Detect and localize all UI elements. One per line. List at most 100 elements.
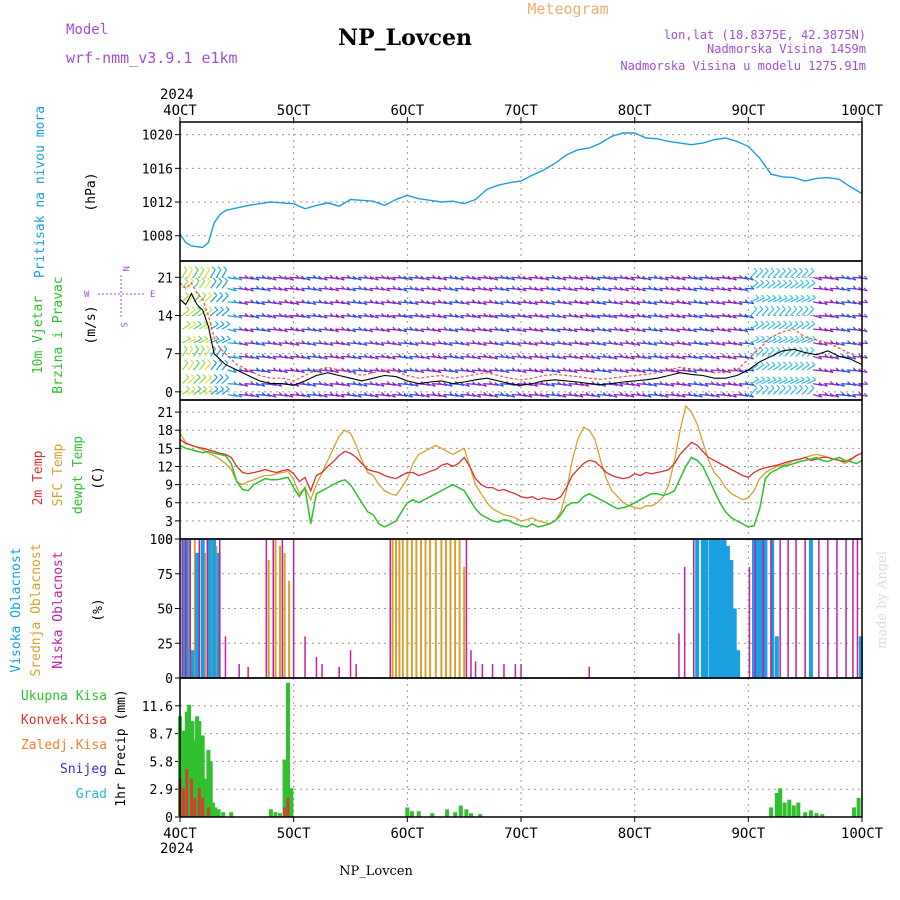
wind-barb (392, 328, 402, 332)
wind-barb (494, 328, 504, 332)
mid-cloud-bar (395, 539, 397, 678)
low-cloud-bar (272, 539, 274, 678)
low-cloud-bar (856, 539, 859, 678)
wind-barb (494, 301, 504, 306)
mid-cloud-bar (288, 580, 291, 678)
wind-barb (198, 323, 208, 330)
total-precip-bar (478, 814, 483, 817)
total-precip-bar (856, 797, 861, 817)
wind-barb (608, 276, 618, 281)
wind-barb (739, 393, 749, 397)
wind-barb (392, 383, 402, 387)
wind-barb (204, 269, 211, 278)
wind-barb (432, 276, 442, 280)
wind-barb (807, 338, 816, 344)
mid-cloud-bar (434, 539, 437, 678)
wind-speed-line (179, 292, 863, 386)
wind-barb (557, 393, 567, 398)
wind-barb (381, 287, 390, 292)
wind-ylabel-name2: Brzina i Pravac (51, 276, 66, 393)
wind-barb (755, 349, 764, 357)
wind-barb (198, 388, 207, 395)
wind-barb (841, 287, 851, 292)
wind-barb (642, 355, 652, 360)
wind-barb-flag (185, 374, 190, 378)
wind-barb (511, 328, 521, 332)
wind-barb-flag (219, 374, 224, 378)
wind-barb (284, 314, 294, 319)
wind-barb (847, 342, 857, 346)
wind-barb (494, 369, 504, 373)
wind-barb (301, 342, 311, 346)
wind-barb (375, 328, 385, 332)
wind-barb (181, 280, 189, 289)
wind-barb (489, 301, 499, 305)
footer-title: NP_Lovcen (339, 864, 413, 879)
wind-barb (818, 369, 828, 373)
wind-barb (693, 383, 703, 386)
wind-barb (682, 328, 692, 332)
wind-barb (284, 393, 294, 398)
mid-cloud-bar (267, 559, 270, 678)
wind-barb (790, 282, 799, 289)
wind-barb (585, 287, 595, 292)
wind-barb (772, 282, 782, 289)
wind-barb (665, 287, 675, 291)
wind-barb-flag (800, 376, 805, 381)
wind-barb (619, 328, 629, 333)
wind-barb-flag (195, 345, 199, 350)
wind-barb (193, 338, 203, 344)
wind-barb (642, 393, 652, 398)
wind-barb (761, 387, 769, 395)
wind-barb (568, 314, 578, 318)
wind-barb-flag (795, 294, 799, 299)
wind-barb-flag (214, 306, 219, 311)
wind-ylabel-unit: (m/s) (84, 305, 99, 344)
wind-barb (557, 301, 567, 305)
wind-barb (824, 314, 834, 318)
total-precip-bar (187, 704, 192, 817)
wind-barb (324, 301, 334, 306)
wind-barb (415, 328, 425, 333)
wind-barb (812, 383, 823, 386)
total-precip-bar (469, 813, 473, 817)
wind-barb-flag (186, 385, 190, 390)
wind-barb (807, 323, 816, 330)
meteogram-label: Meteogram (527, 0, 608, 18)
wind-barb (755, 270, 764, 278)
wind-barb-flag (196, 374, 201, 378)
wind-barb (489, 383, 499, 386)
total-precip-bar (208, 761, 213, 817)
wind-barb-flag (804, 267, 809, 272)
wind-barb (221, 280, 228, 289)
wind-barb (545, 342, 555, 346)
wind-barb (273, 328, 283, 332)
wind-barb (653, 287, 663, 292)
wind-barb (460, 287, 470, 291)
wind-barb (295, 393, 305, 397)
wind-barb-flag (759, 267, 764, 272)
wind-barb-flag (863, 369, 868, 374)
wind-barb (216, 338, 225, 344)
wind-barb-flag (195, 277, 200, 282)
wind-barb (198, 348, 205, 357)
wind-barb (307, 287, 317, 291)
wind-barb (557, 355, 567, 360)
wind-barb (358, 383, 368, 387)
wind-barb-flag (211, 266, 216, 270)
cloud-ylabel-unit: (%) (91, 598, 106, 621)
pressure-ylabel-name: Pritisak na nivou mora (33, 106, 48, 278)
wind-barb-flag (223, 345, 228, 350)
convective-precip-bar (189, 778, 193, 817)
wind-barb (585, 314, 595, 318)
wind-barb-flag (794, 320, 799, 325)
wind-barb (204, 294, 212, 303)
total-precip-bar (213, 807, 218, 817)
wind-barb (801, 379, 811, 385)
wind-barb (682, 301, 692, 306)
wind-barb (562, 369, 573, 373)
wind-barb (324, 369, 334, 373)
wind-barb (341, 369, 351, 373)
wind-barb (227, 393, 237, 397)
wind-barb (801, 282, 810, 289)
